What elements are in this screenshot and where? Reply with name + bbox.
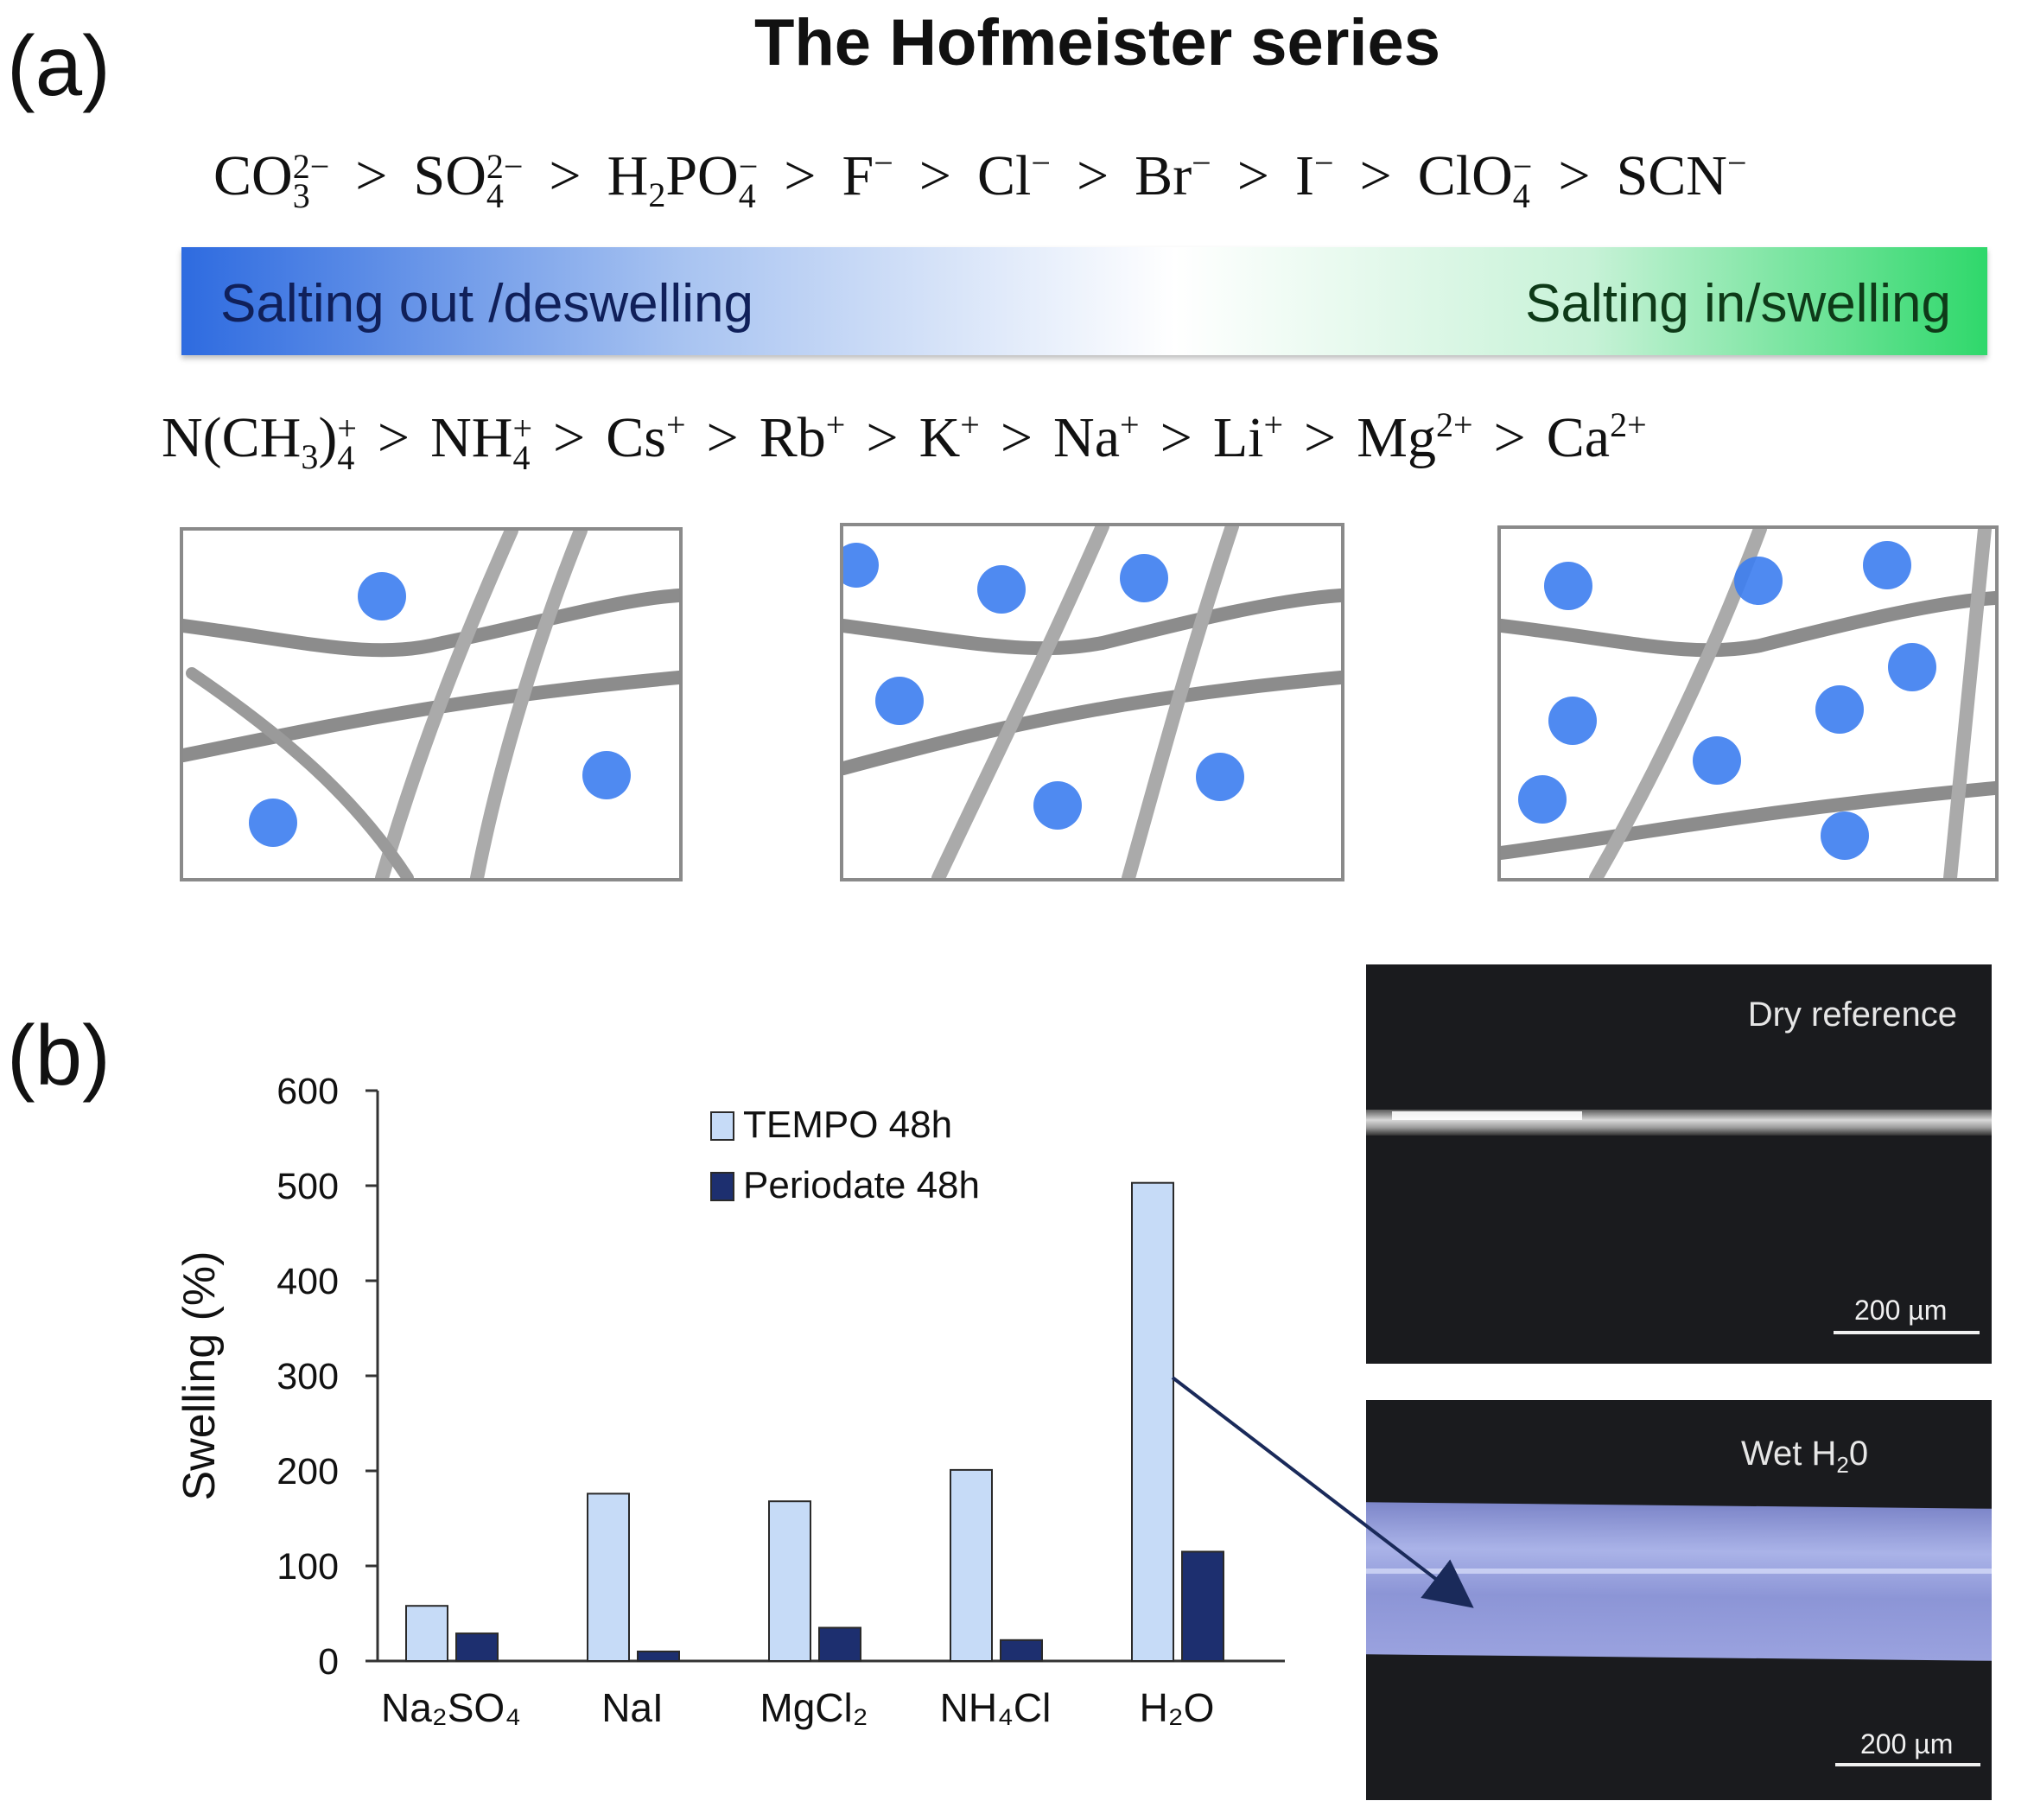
x-tick-label: MgCl₂: [760, 1685, 868, 1730]
dry-scale-bar: [1834, 1331, 1980, 1334]
anion-separator: >: [549, 144, 582, 207]
micrograph-dry: Dry reference 200 µm: [1366, 964, 1992, 1364]
wet-film-layer: [1366, 1502, 1992, 1661]
cation-ion: Li+: [1212, 405, 1284, 469]
legend-entry: TEMPO 48h: [743, 1104, 952, 1146]
dry-reference-label: Dry reference: [1747, 996, 1957, 1034]
y-tick-label: 600: [276, 1071, 339, 1112]
cation-ion: Ca2+: [1546, 405, 1647, 469]
anion-separator: >: [1236, 144, 1269, 207]
wet-scale-text: 200 µm: [1860, 1728, 1954, 1760]
x-tick-label: NaI: [601, 1685, 664, 1730]
tempo-bar: [587, 1492, 630, 1663]
network-deswollen: [180, 527, 683, 881]
anion-ion: Br−: [1135, 143, 1211, 207]
anion-series: CO 2− 3 > SO 2− 4 > H2PO −4 > F− > Cl− > Br− > I− > ClO −4 > S…: [210, 143, 1751, 215]
cation-separator: >: [377, 406, 410, 469]
cation-separator: >: [553, 406, 586, 469]
anion-separator: >: [1558, 144, 1591, 207]
anion-separator: >: [918, 144, 952, 207]
cation-series: N(CH3) +4 > NH +4 > Cs+ > Rb+ > K+ > Na+ > Li+ > Mg2+ > Ca…: [158, 404, 1650, 477]
cation-ion: Mg2+: [1357, 405, 1473, 469]
periodate-bar: [1181, 1550, 1224, 1662]
anion-ion: ClO −4: [1417, 144, 1533, 215]
legend-entry: Periodate 48h: [743, 1164, 980, 1206]
anion-ion: H2PO −4: [607, 144, 759, 215]
anion-separator: >: [1359, 144, 1392, 207]
cation-separator: >: [1304, 406, 1337, 469]
cation-ion: N(CH3) +4: [162, 406, 357, 477]
y-axis-label: Swelling (%): [175, 1251, 225, 1501]
wet-h2o-label: Wet H20: [1741, 1435, 1869, 1478]
salting-in-label: Salting in/swelling: [1525, 274, 1951, 334]
cation-ion: Rb+: [759, 405, 846, 469]
anion-separator: >: [1076, 144, 1109, 207]
x-tick-label: NH₄Cl: [940, 1685, 1052, 1730]
cation-separator: >: [866, 406, 899, 469]
network-swollen: [1497, 525, 1999, 881]
cation-ion: K+: [918, 405, 980, 469]
y-tick-label: 400: [276, 1261, 339, 1302]
anion-ion: SCN−: [1616, 143, 1747, 207]
panel-label-a: (a): [7, 18, 111, 113]
y-tick-label: 200: [276, 1451, 339, 1492]
anion-ion: I−: [1294, 143, 1334, 207]
periodate-bar: [455, 1632, 499, 1662]
network-intermediate-drawing: [843, 526, 1341, 878]
micrograph-wet: Wet H20 200 µm: [1366, 1400, 1992, 1800]
y-tick-label: 300: [276, 1356, 339, 1397]
legend-swatch: [710, 1172, 734, 1201]
tempo-bar: [1131, 1181, 1174, 1662]
legend-swatch: [710, 1111, 734, 1141]
y-tick-label: 0: [318, 1641, 339, 1683]
anion-separator: >: [784, 144, 817, 207]
x-tick-label: Na₂SO₄: [381, 1685, 521, 1730]
salting-gradient-bar: Salting out /deswelling Salting in/swell…: [181, 247, 1987, 355]
cation-ion: NH +4: [430, 406, 532, 477]
network-swollen-drawing: [1501, 529, 1995, 878]
anion-ion: CO 2− 3: [213, 144, 330, 215]
wet-scale-bar: [1835, 1763, 1980, 1766]
cation-ion: Cs+: [606, 405, 686, 469]
anion-ion: SO 2− 4: [413, 144, 524, 215]
x-tick-label: H₂O: [1140, 1685, 1215, 1730]
tempo-bar: [405, 1605, 448, 1662]
periodate-bar: [1000, 1639, 1043, 1663]
tempo-bar: [950, 1468, 993, 1663]
cation-separator: >: [706, 406, 739, 469]
anion-separator: >: [355, 144, 388, 207]
dry-scale-text: 200 µm: [1854, 1295, 1948, 1326]
salting-out-label: Salting out /deswelling: [220, 274, 753, 334]
tempo-bar: [768, 1500, 811, 1662]
periodate-bar: [818, 1626, 861, 1662]
y-tick-label: 100: [276, 1546, 339, 1588]
network-deswollen-drawing: [183, 531, 679, 878]
cation-ion: Na+: [1053, 405, 1140, 469]
figure-title: The Hofmeister series: [753, 6, 1441, 80]
wet-film-streak: [1366, 1569, 1992, 1574]
network-intermediate: [840, 523, 1344, 881]
dry-film-highlight: [1392, 1111, 1582, 1120]
panel-label-b: (b): [7, 1008, 111, 1103]
cation-separator: >: [1000, 406, 1033, 469]
periodate-bar: [637, 1651, 680, 1662]
y-tick-label: 500: [276, 1166, 339, 1207]
cation-separator: >: [1493, 406, 1526, 469]
anion-ion: F−: [842, 143, 893, 207]
anion-ion: Cl−: [977, 143, 1051, 207]
cation-separator: >: [1160, 406, 1192, 469]
